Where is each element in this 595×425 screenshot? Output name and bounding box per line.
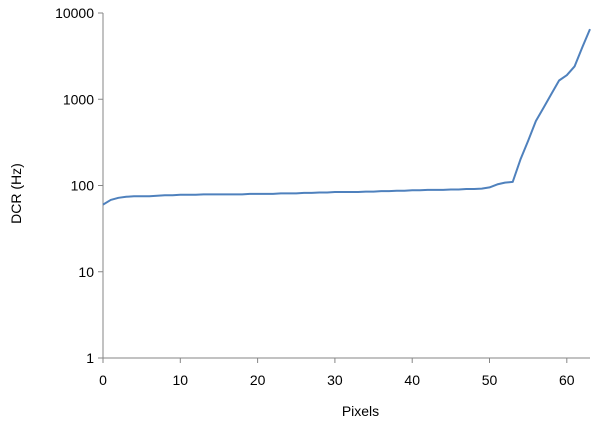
x-tick-label: 50 (482, 372, 498, 388)
x-axis-title: Pixels (342, 403, 379, 419)
x-tick-label: 0 (99, 372, 107, 388)
y-tick-label: 1 (86, 350, 94, 366)
y-tick-label: 100 (71, 178, 95, 194)
x-axis-ticks: 0 10 20 30 40 50 60 (99, 358, 575, 388)
x-tick-label: 40 (404, 372, 420, 388)
x-tick-label: 10 (173, 372, 189, 388)
y-axis-title: DCR (Hz) (8, 163, 24, 224)
x-tick-label: 20 (250, 372, 266, 388)
y-axis-ticks: 1 10 100 1000 10000 (55, 5, 103, 366)
x-tick-label: 30 (327, 372, 343, 388)
series-line (102, 28, 591, 206)
y-tick-label: 10 (78, 264, 94, 280)
y-tick-label: 1000 (63, 91, 94, 107)
x-tick-label: 60 (559, 372, 575, 388)
y-tick-label: 10000 (55, 5, 94, 21)
